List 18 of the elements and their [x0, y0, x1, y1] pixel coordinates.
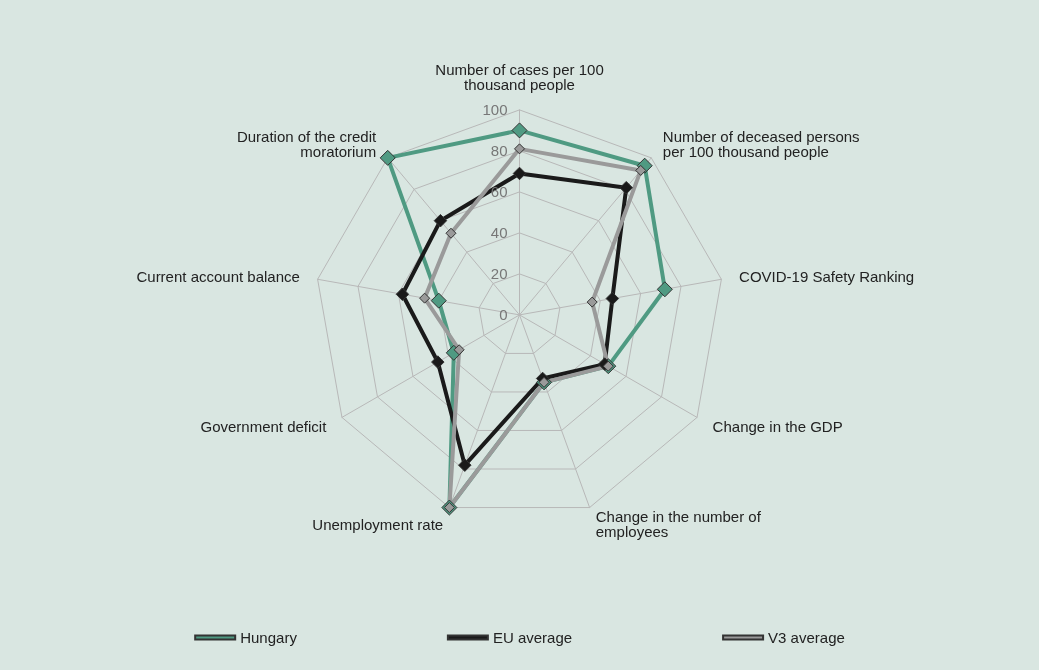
legend-label: Hungary — [240, 629, 298, 646]
y-tick-label: 100 — [482, 101, 508, 119]
y-tick-label: 20 — [490, 265, 508, 283]
spoke-label: Change in the number of employees — [595, 508, 762, 541]
spoke-label: Duration of the credit moratorium — [236, 128, 377, 161]
y-tick-label: 80 — [490, 142, 508, 160]
legend-label: EU average — [492, 629, 573, 646]
spoke-label: Change in the GDP — [712, 417, 843, 435]
spoke-label: COVID-19 Safety Ranking — [739, 267, 915, 285]
spoke-label: Number of cases per 100 thousand people — [435, 60, 604, 93]
spoke-label: Government deficit — [200, 417, 328, 435]
spoke-label: Unemployment rate — [312, 515, 444, 533]
spoke-label: Number of deceased persons per 100 thousand people — [662, 128, 860, 161]
y-tick-label: 40 — [490, 224, 508, 242]
legend-label: V3 average — [768, 629, 845, 646]
y-tick-label: 60 — [490, 183, 508, 201]
y-tick-label: 0 — [499, 306, 508, 324]
spoke-label: Current account balance — [136, 267, 300, 285]
